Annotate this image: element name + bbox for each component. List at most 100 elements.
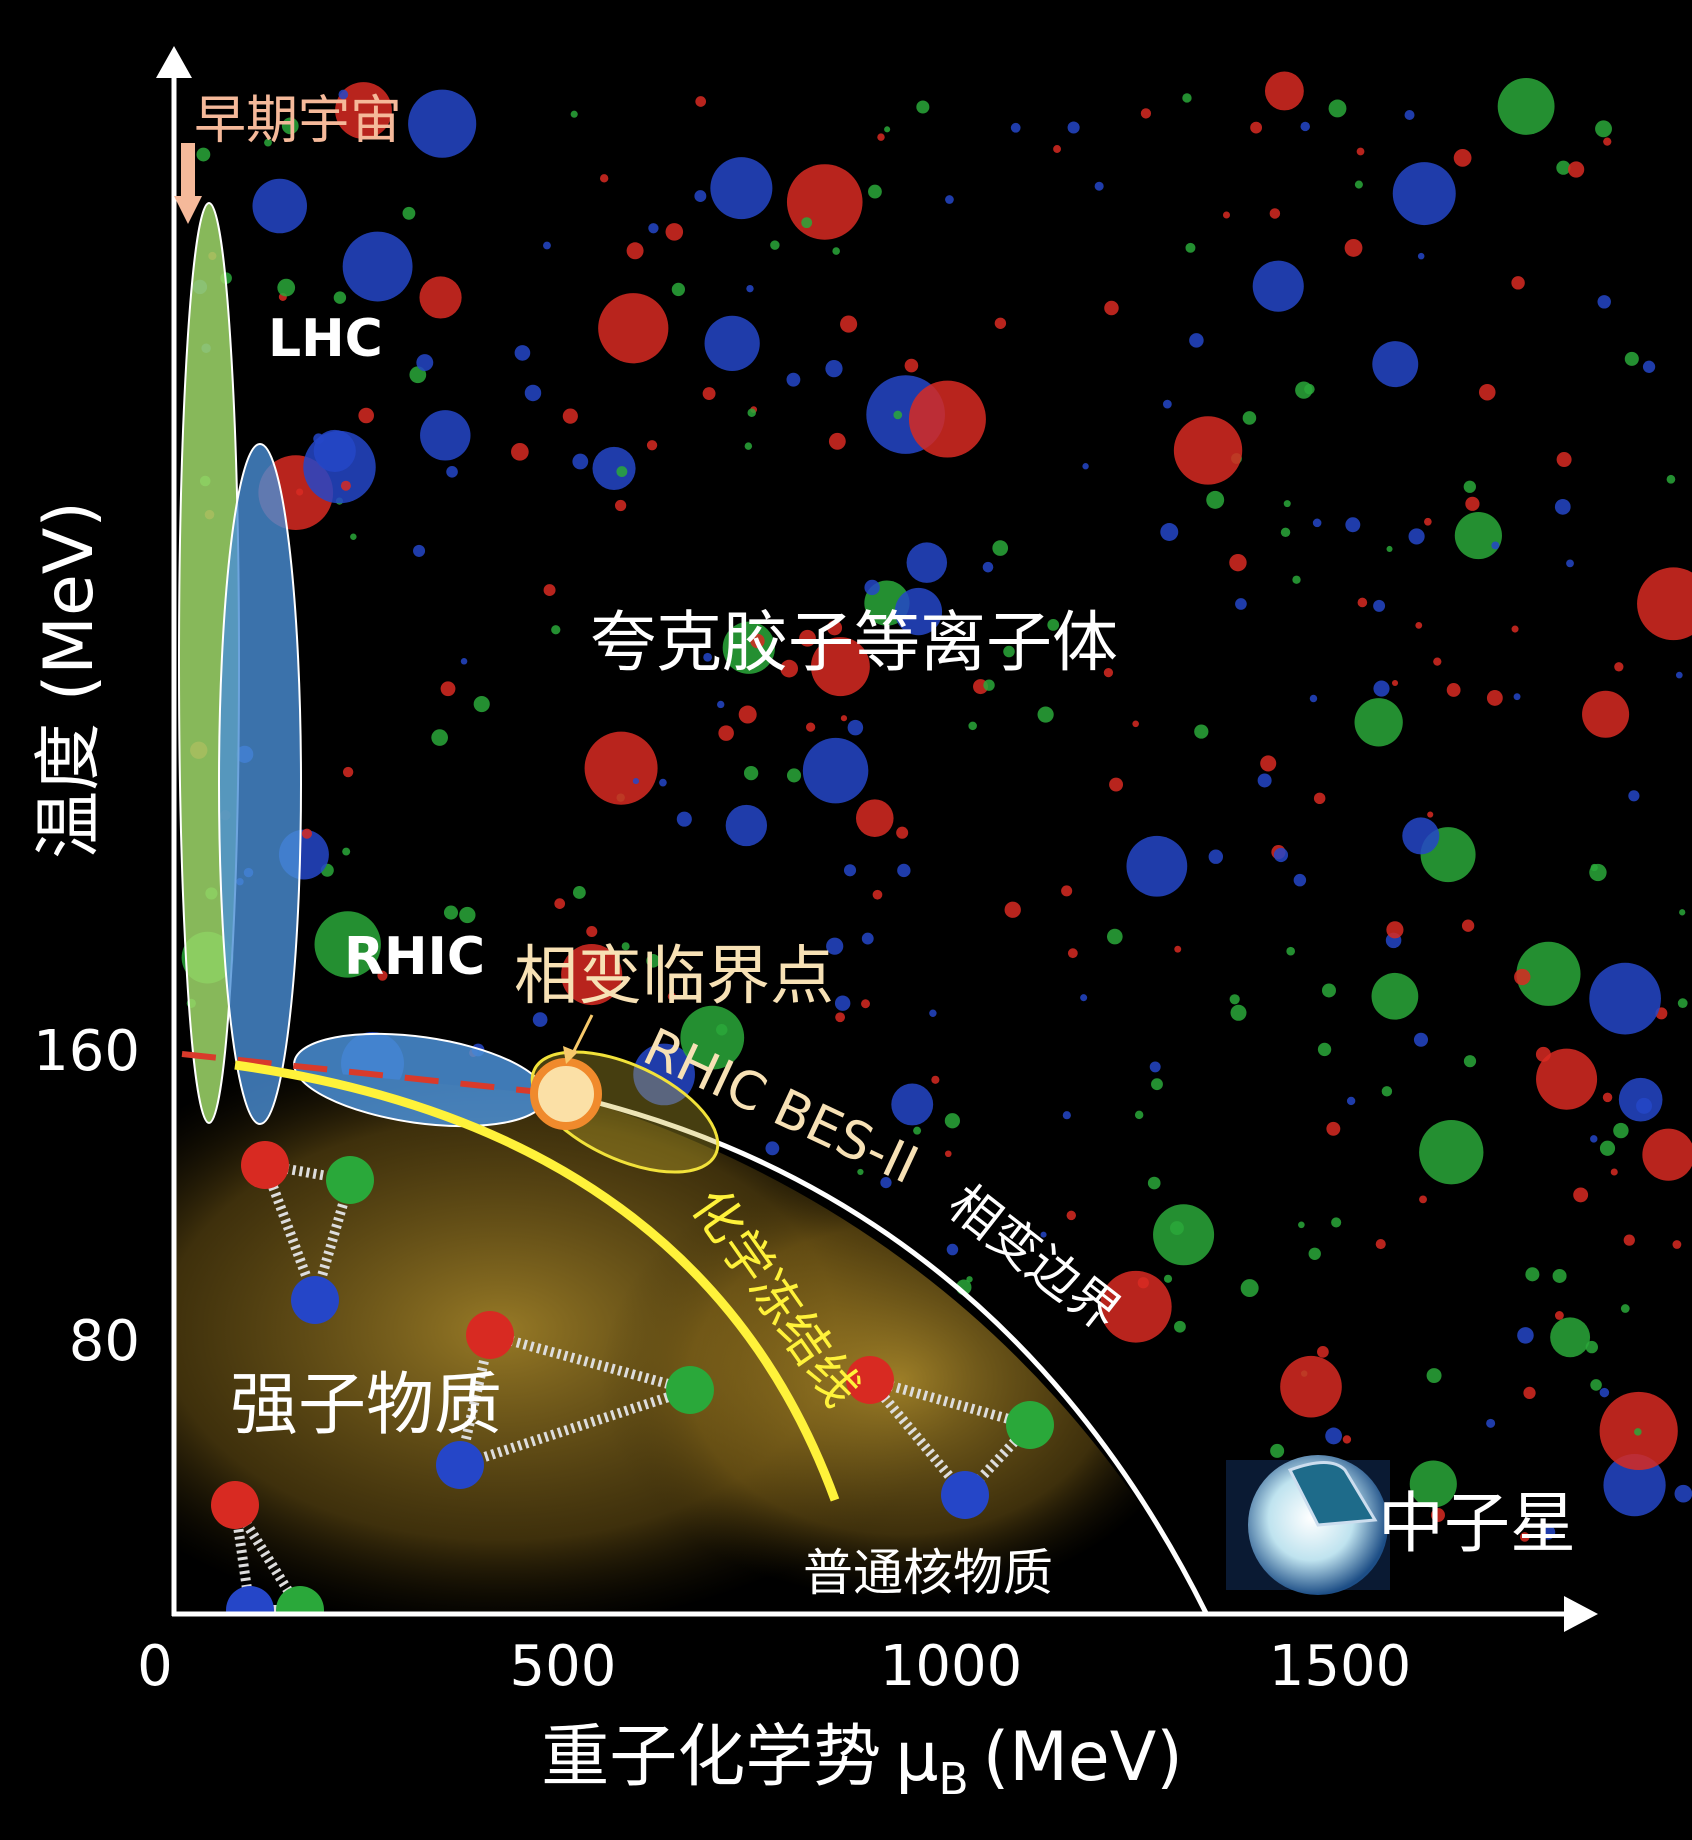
particle bbox=[646, 440, 658, 451]
particle bbox=[832, 247, 840, 255]
particle bbox=[1519, 1532, 1530, 1542]
particle bbox=[1595, 120, 1612, 138]
lhc-label: LHC bbox=[268, 309, 383, 369]
particle bbox=[335, 82, 392, 139]
particle bbox=[944, 1150, 952, 1158]
particle bbox=[303, 430, 376, 504]
particle bbox=[1523, 1386, 1536, 1400]
particle bbox=[855, 799, 894, 837]
early-universe-label: 早期宇宙 bbox=[194, 91, 402, 151]
quark bbox=[846, 1356, 894, 1404]
particle bbox=[1342, 1435, 1352, 1444]
particle bbox=[1427, 811, 1434, 818]
particle bbox=[744, 442, 753, 450]
particle bbox=[1402, 817, 1440, 855]
particle bbox=[532, 1012, 548, 1027]
particle bbox=[805, 722, 816, 732]
particle bbox=[301, 828, 313, 839]
particle bbox=[1642, 360, 1656, 373]
particle bbox=[543, 241, 551, 250]
x-axis-label-main: 重子化学势 bbox=[541, 1718, 881, 1797]
particle bbox=[676, 811, 692, 827]
particle bbox=[1590, 1379, 1602, 1391]
particle bbox=[703, 652, 712, 662]
x-tick-1500: 1500 bbox=[1269, 1634, 1412, 1699]
particle bbox=[264, 138, 272, 147]
quark bbox=[466, 1311, 514, 1359]
particle bbox=[1386, 545, 1393, 552]
particle bbox=[1513, 693, 1521, 701]
particle bbox=[1599, 1387, 1610, 1398]
particle bbox=[1099, 1270, 1172, 1343]
gluon-spring bbox=[855, 1370, 1040, 1503]
particle bbox=[1372, 341, 1419, 388]
particle bbox=[1308, 1247, 1321, 1260]
particle bbox=[1375, 1239, 1386, 1250]
particle bbox=[750, 633, 765, 649]
particle bbox=[314, 911, 381, 978]
particle bbox=[1264, 71, 1304, 111]
particle bbox=[1404, 109, 1415, 120]
particle bbox=[725, 804, 768, 847]
particle bbox=[1413, 1032, 1429, 1047]
particle bbox=[1590, 1135, 1598, 1143]
particle bbox=[1419, 1119, 1484, 1185]
particle bbox=[1295, 381, 1313, 399]
nuclear-matter-label: 普通核物质 bbox=[803, 1544, 1053, 1602]
particle bbox=[1461, 919, 1475, 932]
particle bbox=[738, 705, 757, 724]
particle bbox=[1373, 599, 1386, 612]
particle bbox=[966, 1276, 973, 1283]
particle bbox=[1147, 1176, 1161, 1190]
particle bbox=[1317, 1346, 1329, 1358]
quark bbox=[666, 1366, 714, 1414]
particle bbox=[511, 442, 529, 461]
critical-point-arrow bbox=[570, 1014, 594, 1056]
y-tick-160: 160 bbox=[33, 1019, 140, 1084]
particle bbox=[1280, 1355, 1342, 1418]
rhic-range-ellipse bbox=[218, 443, 302, 1125]
particle bbox=[460, 657, 468, 665]
particle bbox=[786, 768, 802, 783]
particle bbox=[1173, 416, 1243, 485]
particle bbox=[1230, 1004, 1247, 1021]
particle bbox=[1613, 1122, 1629, 1139]
particle bbox=[1126, 835, 1188, 897]
particle bbox=[1446, 683, 1461, 697]
particle bbox=[1317, 1042, 1332, 1057]
particle bbox=[1309, 694, 1318, 703]
rhic-label: RHIC bbox=[344, 927, 485, 987]
particle bbox=[420, 410, 471, 461]
particle bbox=[770, 240, 780, 250]
particle bbox=[1356, 147, 1365, 156]
particle bbox=[1235, 598, 1247, 610]
particle bbox=[1409, 1460, 1457, 1508]
particle bbox=[1573, 1187, 1589, 1203]
particle bbox=[1371, 972, 1419, 1020]
particle bbox=[1453, 149, 1472, 167]
particle bbox=[786, 372, 801, 387]
particle bbox=[786, 164, 863, 240]
particle bbox=[570, 110, 578, 118]
particle bbox=[551, 625, 561, 635]
critical-point-marker bbox=[530, 1058, 602, 1130]
particle bbox=[835, 1012, 846, 1023]
quark bbox=[226, 1586, 274, 1613]
particle bbox=[1344, 238, 1363, 257]
particle bbox=[1517, 1327, 1534, 1344]
particle bbox=[864, 579, 880, 596]
particle bbox=[1326, 1121, 1341, 1136]
particle bbox=[665, 223, 684, 241]
particle bbox=[1525, 1267, 1540, 1282]
particle bbox=[968, 721, 977, 731]
particle bbox=[1269, 208, 1281, 219]
x-axis-arrow-icon bbox=[1564, 1596, 1598, 1632]
particle bbox=[1582, 690, 1630, 738]
particle bbox=[1109, 777, 1124, 792]
x-tick-1000: 1000 bbox=[880, 1634, 1023, 1699]
particle bbox=[906, 542, 948, 583]
particle bbox=[1602, 1092, 1613, 1103]
particle bbox=[799, 629, 816, 647]
x-axis-label-symbol: μ bbox=[895, 1718, 938, 1797]
particle bbox=[1424, 517, 1432, 526]
